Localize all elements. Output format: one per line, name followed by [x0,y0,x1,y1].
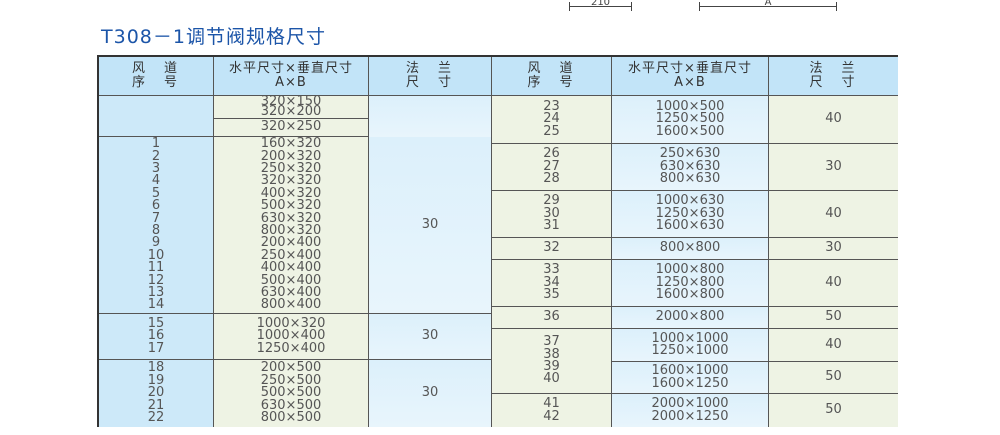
seq-cell: 33 34 35 [492,260,612,307]
flange-cell [369,96,492,137]
flange-cell: 30 [369,137,492,314]
flange-cell: 50 [769,307,898,329]
spec-table: 风 道 序 号 水平尺寸×垂直尺寸 A×B 法 兰 尺 寸 风 道 序 号 水平… [97,55,898,427]
size-cell: 200×500 250×500 500×500 630×500 800×500 [214,360,369,427]
size-cell: 320×250 [214,119,369,137]
dimension-label: A [764,0,772,6]
seq-cell: 1 2 3 4 5 6 7 8 9 10 11 12 13 14 [99,137,214,314]
dimension-label: 210 [590,0,611,6]
size-cell: 2000×1000 2000×1250 [612,394,769,427]
flange-cell: 30 [769,238,898,260]
header-seq: 风 道 序 号 [99,57,214,96]
header-flange: 法 兰 尺 寸 [769,57,898,96]
seq-cell: 18 19 20 21 22 [99,360,214,427]
header-size: 水平尺寸×垂直尺寸 A×B [612,57,769,96]
size-cell: 320×150 320×200 [214,95,369,119]
flange-cell: 40 [769,191,898,238]
size-cell: 1000×500 1250×500 1600×500 [612,96,769,144]
size-cell: 1600×1000 1600×1250 [612,362,769,394]
size-cell: 250×630 630×630 800×630 [612,144,769,191]
size-cell: 800×800 [612,238,769,260]
size-cell: 2000×800 [612,307,769,329]
seq-cell: 41 42 [492,394,612,427]
flange-cell: 40 [769,96,898,144]
header-size: 水平尺寸×垂直尺寸 A×B [214,57,369,96]
dimension-line-210: 210 [569,0,632,11]
flange-cell: 30 [369,360,492,427]
size-cell: 1000×630 1250×630 1600×630 [612,191,769,238]
seq-cell: 15 16 17 [99,314,214,360]
seq-cell: 32 [492,238,612,260]
flange-cell: 30 [369,314,492,360]
dimension-line-a: A [699,0,837,11]
seq-cell: 37 38 39 40 [492,329,612,394]
seq-cell: 29 30 31 [492,191,612,238]
seq-cell: 23 24 25 [492,96,612,144]
size-cell: 1000×1000 1250×1000 [612,329,769,362]
size-cell: 1000×800 1250×800 1600×800 [612,260,769,307]
size-cell: 160×320 200×320 250×320 320×320 400×320 … [214,137,369,314]
flange-cell: 40 [769,260,898,307]
page-title: T308－1调节阀规格尺寸 [101,26,326,48]
header-seq: 风 道 序 号 [492,57,612,96]
flange-cell: 40 [769,329,898,362]
flange-cell: 30 [769,144,898,191]
flange-cell: 50 [769,394,898,427]
seq-cell: 36 [492,307,612,329]
seq-cell: 26 27 28 [492,144,612,191]
flange-cell: 50 [769,362,898,394]
header-flange: 法 兰 尺 寸 [369,57,492,96]
size-cell: 1000×320 1000×400 1250×400 [214,314,369,360]
seq-cell [99,96,214,137]
